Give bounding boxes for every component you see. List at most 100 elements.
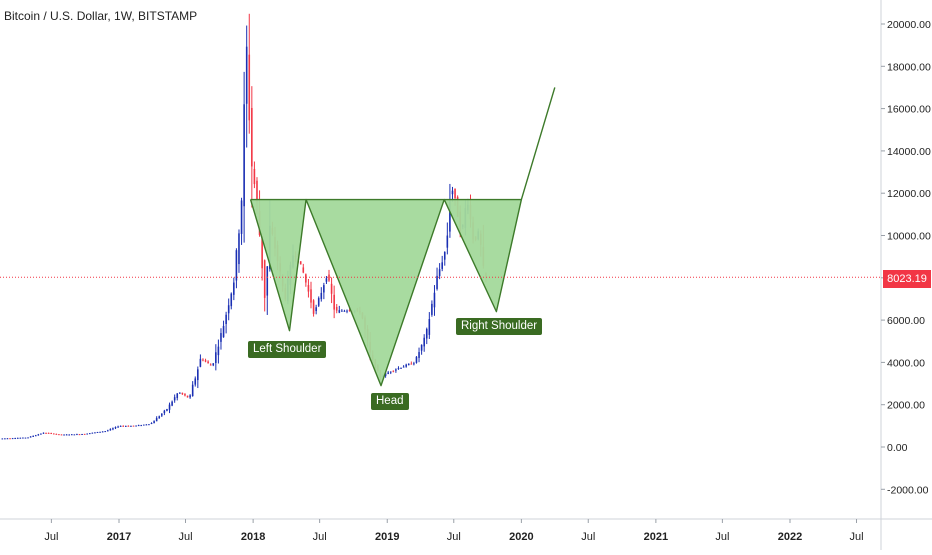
right-shoulder-shape bbox=[444, 199, 522, 312]
candle-body bbox=[230, 293, 233, 307]
x-tick-label: Jul bbox=[581, 531, 595, 543]
pattern-outline[interactable] bbox=[249, 87, 556, 387]
candle-body bbox=[58, 434, 60, 436]
candle-body bbox=[245, 46, 248, 104]
candle-body bbox=[96, 431, 99, 433]
candle-body bbox=[202, 359, 204, 361]
candle-body bbox=[4, 438, 6, 440]
y-tick-label: 2000.00 bbox=[887, 400, 925, 412]
candle-body bbox=[42, 432, 45, 434]
candle-body bbox=[451, 190, 454, 195]
pattern bbox=[249, 87, 556, 387]
candle-body bbox=[387, 372, 389, 374]
candle-body bbox=[323, 285, 325, 293]
candle-body bbox=[449, 200, 451, 232]
candle-body bbox=[418, 352, 420, 358]
left-shoulder-label: Left Shoulder bbox=[248, 341, 327, 358]
candle-body bbox=[425, 328, 428, 339]
y-tick-label: 18000.00 bbox=[887, 61, 931, 73]
candle-body bbox=[415, 356, 418, 363]
left-shoulder-shape bbox=[250, 199, 307, 331]
candle-body bbox=[34, 435, 37, 437]
candle-body bbox=[253, 168, 256, 185]
candle-body bbox=[384, 373, 387, 376]
y-tick-label: 16000.00 bbox=[887, 104, 931, 116]
candle-body bbox=[299, 261, 302, 265]
candle-body bbox=[63, 434, 65, 436]
y-tick-label: 0.00 bbox=[887, 442, 908, 454]
candle-body bbox=[405, 364, 407, 367]
candle-body bbox=[70, 434, 73, 436]
candle-body bbox=[76, 434, 78, 436]
candle-body bbox=[310, 289, 312, 303]
candle-body bbox=[428, 319, 431, 335]
candle-body bbox=[392, 370, 395, 372]
candle-body bbox=[88, 433, 91, 435]
x-tick-label: 2022 bbox=[778, 531, 802, 543]
candle-body bbox=[19, 437, 22, 439]
candle-body bbox=[14, 438, 16, 440]
candle-body bbox=[207, 361, 209, 364]
candle-body bbox=[240, 200, 243, 234]
candle-body bbox=[47, 432, 50, 434]
y-tick-label: -2000.00 bbox=[887, 484, 929, 496]
chart-title: Bitcoin / U.S. Dollar, 1W, BITSTAMP bbox=[4, 9, 198, 23]
y-tick-label: 12000.00 bbox=[887, 188, 931, 200]
candle-body bbox=[29, 436, 32, 438]
candle-body bbox=[238, 233, 240, 265]
y-tick-label: 6000.00 bbox=[887, 315, 925, 327]
candle-body bbox=[225, 314, 227, 325]
x-tick-label: 2019 bbox=[375, 531, 399, 543]
candle-body bbox=[441, 262, 443, 269]
candle-body bbox=[176, 393, 179, 398]
candle-body bbox=[348, 310, 351, 312]
x-tick-label: 2021 bbox=[644, 531, 668, 543]
candle-body bbox=[248, 54, 251, 121]
candle-body bbox=[402, 366, 405, 368]
candle-body bbox=[83, 433, 86, 435]
candle-body bbox=[317, 298, 320, 306]
candle-body bbox=[256, 180, 258, 202]
candle-body bbox=[16, 437, 19, 439]
candle-body bbox=[171, 401, 173, 406]
candle-body bbox=[145, 424, 148, 426]
candle-body bbox=[143, 424, 145, 426]
candle-body bbox=[312, 300, 315, 314]
candle-body bbox=[407, 363, 410, 366]
candle-body bbox=[251, 107, 253, 167]
x-axis: Jul 2017 Jul 2018 Jul 2019 Jul 2020 Jul 2021 Jul 20… bbox=[0, 518, 932, 543]
candle-body bbox=[443, 251, 446, 260]
candle-body bbox=[32, 435, 34, 437]
candle-body bbox=[191, 384, 194, 397]
candle-body bbox=[235, 250, 238, 281]
candle-body bbox=[328, 274, 330, 281]
candle-body bbox=[184, 393, 186, 396]
candle-body bbox=[420, 344, 423, 351]
candle-body bbox=[261, 235, 263, 269]
candle-body bbox=[50, 433, 52, 435]
candle-body bbox=[158, 416, 161, 419]
candle-body bbox=[343, 310, 346, 312]
head-label: Head bbox=[371, 393, 409, 410]
candle-body bbox=[307, 285, 310, 292]
candle-body bbox=[91, 432, 94, 434]
candle-body bbox=[243, 104, 245, 207]
candle-body bbox=[99, 431, 101, 433]
candle-body bbox=[166, 409, 168, 411]
candle-body bbox=[122, 425, 125, 427]
candle-body bbox=[341, 310, 343, 312]
candle-body bbox=[163, 410, 166, 414]
candle-body bbox=[433, 292, 436, 308]
candle-body bbox=[305, 274, 307, 283]
candle-body bbox=[119, 425, 122, 427]
candle-body bbox=[215, 352, 217, 363]
y-tick-label: 20000.00 bbox=[887, 19, 931, 31]
head-shape bbox=[306, 199, 445, 386]
candle-body bbox=[173, 397, 176, 401]
y-tick-label: 4000.00 bbox=[887, 357, 925, 369]
candle-body bbox=[325, 278, 328, 282]
right-shoulder-label: Right Shoulder bbox=[456, 318, 543, 335]
candle-body bbox=[222, 325, 225, 338]
